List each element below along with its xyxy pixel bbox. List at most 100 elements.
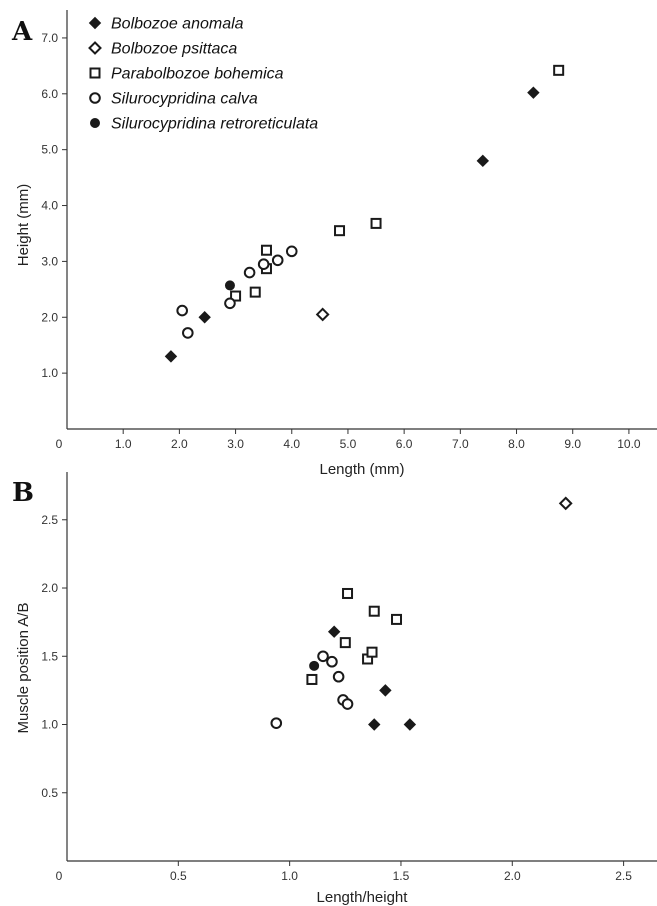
panel-a-x-axis-title: Length (mm) (319, 461, 404, 478)
panel-a-x-tick-label: 0 (56, 437, 63, 451)
panel-a-x-tick-label: 7.0 (452, 437, 469, 451)
panel-b-letter: B (12, 478, 34, 508)
panel-b-y-tick-label: 2.0 (41, 581, 58, 595)
panel-b-y-tick-label: 1.5 (41, 649, 58, 663)
panel-a-y-tick-label: 5.0 (41, 143, 58, 157)
panel-a-point-silurocypridina-calva (271, 254, 284, 267)
panel-b-point-silurocypridina-retroreticulata (309, 660, 320, 671)
panel-a-point-parabolbozoe-bohemica (370, 217, 382, 229)
panel-a-x-tick-label: 2.0 (171, 437, 188, 451)
panel-a-y-tick-label: 1.0 (41, 366, 58, 380)
panel-b-point-bolbozoe-anomala (327, 625, 341, 638)
panel-b-series-bolbozoe-anomala (327, 625, 417, 731)
panel-b-x-tick-label: 0 (56, 869, 63, 883)
panel-b-point-bolbozoe-anomala (403, 718, 417, 731)
panel-b-point-parabolbozoe-bohemica (366, 646, 378, 658)
panel-a-point-parabolbozoe-bohemica (230, 290, 242, 302)
panel-b-point-silurocypridina-calva (332, 670, 345, 683)
panel-a-letter: A (11, 17, 33, 47)
panel-a-x-tick-label: 5.0 (340, 437, 357, 451)
panel-a-point-silurocypridina-retroreticulata (224, 280, 235, 291)
panel-a-series-bolbozoe-anomala (164, 86, 540, 363)
legend-marker-silurocypridina-retroreticulata (90, 118, 100, 128)
panel-b-point-silurocypridina-calva (317, 650, 329, 663)
panel-b-x-axis-title: Length/height (317, 889, 409, 906)
panel-b-x-tick-label: 1.0 (281, 869, 298, 883)
panel-a-chart: 0 1.0 2.0 3.0 4.0 5.0 6.0 7.0 8.0 9.0 10.0 1.0 2.0 3.… (41, 10, 657, 451)
panel-a-point-silurocypridina-calva (243, 266, 256, 279)
panel-b-series-silurocypridina-calva (270, 650, 354, 729)
legend-label: Silurocypridina retroreticulata (111, 116, 318, 133)
panel-a-y-axis-title: Height (mm) (15, 184, 32, 267)
panel-b-point-parabolbozoe-bohemica (368, 605, 380, 617)
panel-b-point-parabolbozoe-bohemica (391, 613, 403, 625)
panel-a-point-silurocypridina-calva (285, 245, 298, 258)
legend-item: Parabolbozoe bohemica (89, 66, 284, 83)
panel-a-y-tick-label: 3.0 (41, 254, 58, 268)
panel-b-y-axis-title: Muscle position A/B (15, 603, 32, 734)
panel-a-point-parabolbozoe-bohemica (260, 244, 272, 256)
legend: Bolbozoe anomala Bolbozoe psittaca Parabol… (88, 16, 318, 133)
panel-a-point-bolbozoe-anomala (164, 350, 178, 363)
panel-b-point-bolbozoe-psittaca (558, 496, 573, 511)
panel-a-x-tick-label: 9.0 (564, 437, 581, 451)
panel-b-series-bolbozoe-psittaca (558, 496, 573, 511)
panel-a-y-tick-label: 7.0 (41, 31, 58, 45)
legend-item: Bolbozoe anomala (88, 16, 244, 33)
panel-a-point-parabolbozoe-bohemica (249, 286, 261, 298)
legend-item: Bolbozoe psittaca (88, 41, 237, 58)
panel-a-x-tick-label: 3.0 (227, 437, 244, 451)
panel-b-chart: 0 0.5 1.0 1.5 2.0 2.5 0.5 1.0 1.5 2.0 2.5 (41, 472, 657, 883)
panel-b-y-tick-label: 1.0 (41, 718, 58, 732)
panel-a-point-silurocypridina-calva (257, 258, 270, 270)
panel-a-point-parabolbozoe-bohemica (334, 225, 346, 237)
panel-b-point-silurocypridina-calva (341, 698, 354, 710)
panel-b-x-tick-label: 2.0 (504, 869, 521, 883)
legend-label: Bolbozoe anomala (111, 16, 244, 33)
panel-a-series-bolbozoe-psittaca (315, 307, 330, 322)
panel-a-point-silurocypridina-calva (224, 297, 236, 310)
panel-b-x-tick-label: 1.5 (393, 869, 410, 883)
panel-a-series-parabolbozoe-bohemica (230, 64, 565, 302)
panel-a-y-tick-label: 2.0 (41, 310, 58, 324)
legend-label: Bolbozoe psittaca (111, 41, 237, 58)
panel-a-series-silurocypridina-retroreticulata (224, 280, 235, 291)
panel-a-series-silurocypridina-calva (176, 245, 298, 339)
panel-a-x-tick-label: 8.0 (508, 437, 525, 451)
panel-b-series-silurocypridina-retroreticulata (309, 660, 320, 671)
panel-a-point-parabolbozoe-bohemica (553, 64, 565, 76)
legend-item: Silurocypridina retroreticulata (90, 116, 318, 133)
panel-b-y-tick-label: 0.5 (41, 786, 58, 800)
legend-marker-parabolbozoe-bohemica (89, 67, 101, 79)
legend-label: Silurocypridina calva (111, 91, 258, 108)
panel-a-y-tick-label: 4.0 (41, 199, 58, 213)
panel-a-point-bolbozoe-anomala (527, 86, 540, 99)
panel-b-x-tick-label: 2.5 (615, 869, 632, 883)
legend-marker-bolbozoe-psittaca (88, 41, 102, 55)
legend-item: Silurocypridina calva (89, 91, 258, 108)
panel-b-y-tick-label: 2.5 (41, 513, 58, 527)
panel-a-point-bolbozoe-anomala (198, 311, 211, 324)
panel-b-point-parabolbozoe-bohemica (306, 673, 318, 685)
legend-marker-bolbozoe-anomala (88, 16, 102, 30)
panel-a-x-tick-label: 10.0 (617, 437, 641, 451)
panel-a-x-tick-label: 1.0 (115, 437, 132, 451)
panel-b-x-tick-label: 0.5 (170, 869, 187, 883)
panel-a-point-bolbozoe-psittaca (315, 307, 330, 322)
panel-b-point-bolbozoe-anomala (368, 718, 381, 731)
panel-a-x-tick-label: 4.0 (283, 437, 300, 451)
legend-marker-silurocypridina-calva (89, 92, 101, 104)
panel-a-x-tick-label: 6.0 (396, 437, 413, 451)
panel-b-point-silurocypridina-calva (326, 655, 338, 668)
panel-a-point-bolbozoe-anomala (476, 154, 490, 168)
panel-a-point-silurocypridina-calva (176, 304, 188, 317)
panel-b-point-bolbozoe-anomala (379, 684, 392, 697)
legend-label: Parabolbozoe bohemica (111, 66, 284, 83)
panel-b-point-parabolbozoe-bohemica (342, 587, 354, 599)
panel-b-point-silurocypridina-calva (270, 717, 283, 729)
panel-a-y-tick-label: 6.0 (41, 87, 58, 101)
panel-b-point-parabolbozoe-bohemica (339, 637, 351, 649)
panel-a-point-silurocypridina-calva (182, 327, 194, 339)
panel-b-series-parabolbozoe-bohemica (306, 587, 403, 685)
